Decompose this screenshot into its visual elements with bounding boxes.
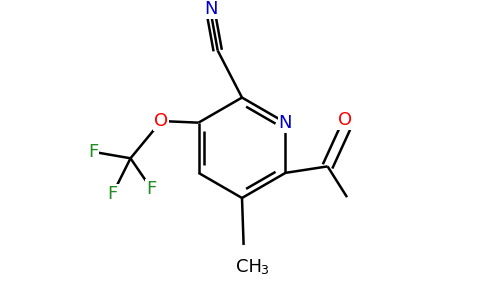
Text: N: N <box>204 0 218 18</box>
Text: 3: 3 <box>260 264 268 278</box>
Text: N: N <box>279 114 292 132</box>
Text: F: F <box>107 185 118 203</box>
Text: F: F <box>147 180 157 198</box>
Text: CH: CH <box>236 258 261 276</box>
Text: O: O <box>154 112 168 130</box>
Text: F: F <box>88 143 98 161</box>
Text: O: O <box>338 111 352 129</box>
